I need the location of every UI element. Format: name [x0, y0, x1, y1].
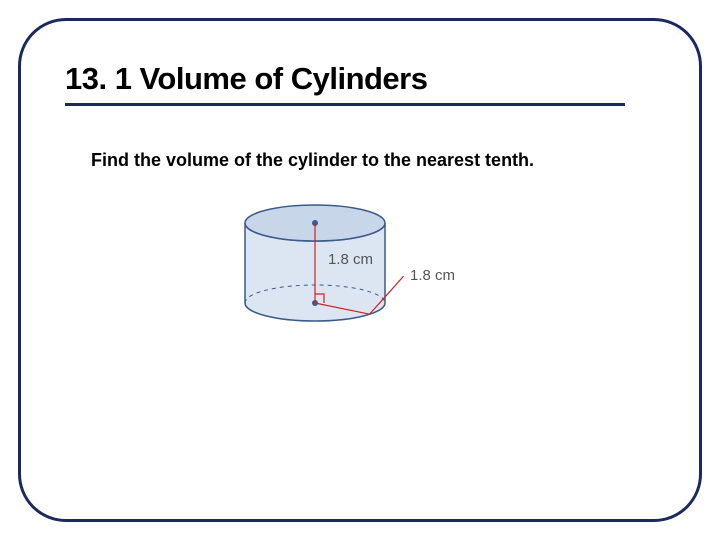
problem-prompt: Find the volume of the cylinder to the n… [91, 150, 655, 171]
figure-container: 1.8 cm 1.8 cm [65, 197, 655, 337]
cylinder-figure: 1.8 cm 1.8 cm [230, 197, 490, 337]
title-underline [65, 103, 625, 106]
height-label: 1.8 cm [328, 251, 373, 268]
slide-title: 13. 1 Volume of Cylinders [65, 61, 655, 97]
radius-label: 1.8 cm [410, 267, 455, 284]
slide-frame: 13. 1 Volume of Cylinders Find the volum… [18, 18, 702, 522]
